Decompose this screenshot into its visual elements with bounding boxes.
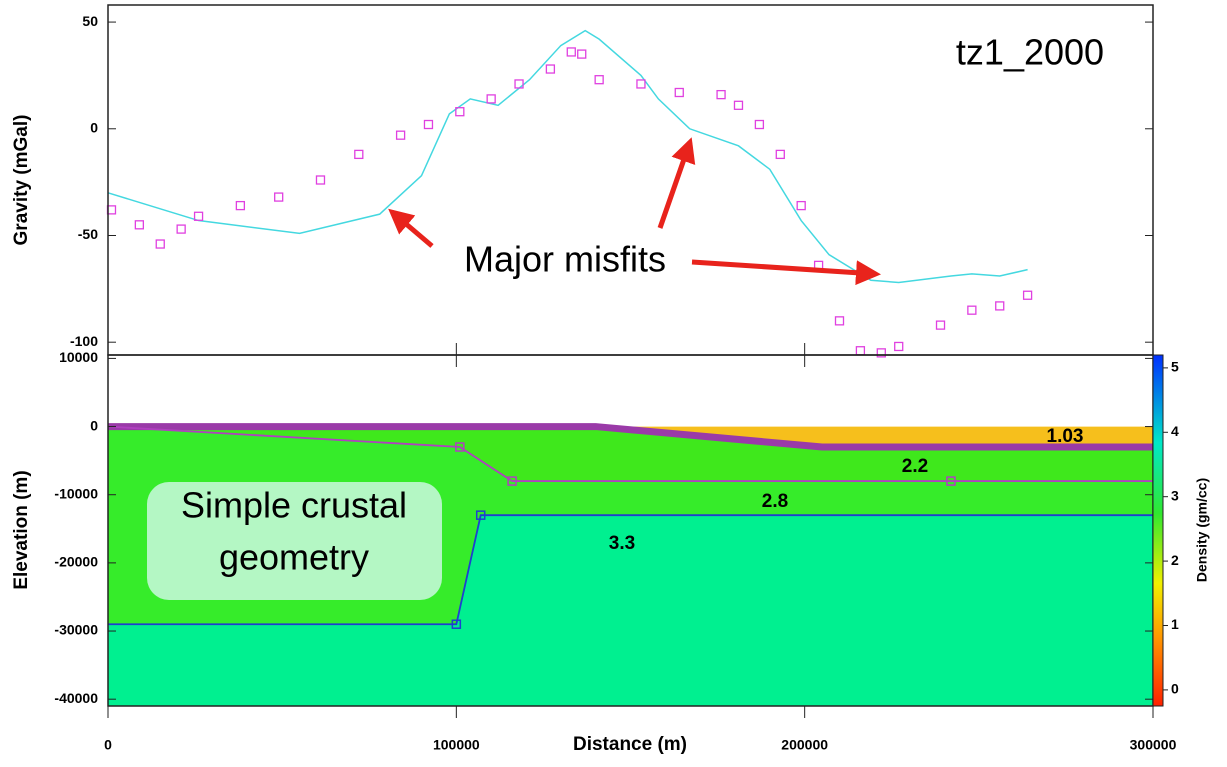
colorbar-tick-label: 4 bbox=[1171, 423, 1179, 439]
plots bbox=[106, 29, 1153, 706]
observation bbox=[594, 75, 604, 85]
y-tick-label: -40000 bbox=[54, 690, 98, 706]
chart-title: tz1_2000 bbox=[956, 32, 1104, 73]
colorbar-tick-label: 1 bbox=[1171, 616, 1179, 632]
observation bbox=[733, 100, 744, 110]
observation bbox=[176, 224, 186, 234]
vertex bbox=[475, 510, 486, 520]
observation bbox=[545, 64, 556, 74]
observation bbox=[796, 200, 806, 211]
x-axis-label: Distance (m) bbox=[573, 734, 687, 755]
layer-boundary bbox=[107, 425, 1153, 482]
observation bbox=[354, 149, 364, 160]
observation bbox=[134, 220, 145, 230]
observation bbox=[716, 89, 726, 100]
layer-boundary bbox=[108, 514, 1153, 626]
y-tick-label: -10000 bbox=[54, 485, 98, 501]
y-axis-label: Gravity (mGal) bbox=[11, 115, 32, 246]
density-label: 2.2 bbox=[902, 456, 928, 477]
observation bbox=[486, 94, 496, 104]
colorbar bbox=[1152, 354, 1164, 707]
observation bbox=[834, 316, 845, 326]
vertex bbox=[451, 619, 462, 629]
layer-boundary bbox=[108, 423, 1153, 451]
observation bbox=[455, 107, 465, 117]
y-tick-label: -100 bbox=[70, 333, 98, 349]
density-label: 1.03 bbox=[1047, 426, 1084, 447]
observation bbox=[274, 192, 284, 202]
annotation-box bbox=[147, 482, 442, 600]
x-tick-label: 300000 bbox=[1130, 737, 1177, 753]
observation bbox=[235, 200, 246, 211]
colorbar-tick-label: 0 bbox=[1171, 681, 1179, 697]
observation bbox=[935, 320, 946, 330]
density-label: 3.3 bbox=[609, 533, 635, 554]
observation bbox=[577, 49, 587, 59]
y-tick-label: -30000 bbox=[54, 622, 98, 638]
observation bbox=[193, 211, 204, 221]
y-tick-label: 10000 bbox=[59, 349, 98, 365]
layer bbox=[108, 515, 1153, 706]
observation bbox=[775, 149, 785, 160]
annotation: Simple crustal bbox=[181, 485, 407, 526]
observation bbox=[674, 87, 684, 98]
observation bbox=[894, 341, 904, 352]
observation bbox=[315, 175, 326, 185]
x-tick-label: 100000 bbox=[433, 737, 480, 753]
observation bbox=[155, 239, 165, 249]
observation bbox=[754, 119, 765, 130]
y-tick-label: -20000 bbox=[54, 554, 98, 570]
y-tick-label: 0 bbox=[90, 119, 98, 135]
observation bbox=[995, 301, 1005, 311]
colorbar-tick-label: 2 bbox=[1171, 552, 1179, 568]
arrow bbox=[657, 137, 696, 229]
observation bbox=[395, 130, 406, 140]
annotation: Major misfits bbox=[464, 239, 666, 280]
observation bbox=[855, 346, 866, 356]
y-axis-label: Elevation (m) bbox=[11, 470, 32, 589]
vertex bbox=[455, 442, 465, 452]
observation bbox=[514, 79, 524, 89]
y-tick-label: 0 bbox=[90, 417, 98, 433]
observation bbox=[423, 119, 434, 130]
y-tick-label: -50 bbox=[78, 226, 98, 242]
arrows bbox=[388, 137, 881, 286]
y-tick-label: 50 bbox=[82, 13, 98, 29]
x-tick-label: 200000 bbox=[781, 737, 828, 753]
arrow bbox=[691, 259, 881, 286]
colorbar-label: Density (gm/cc) bbox=[1194, 478, 1210, 582]
observation bbox=[566, 47, 576, 57]
annotation: geometry bbox=[219, 537, 369, 578]
observation bbox=[876, 348, 886, 358]
observation bbox=[1022, 290, 1033, 300]
arrow bbox=[388, 208, 434, 248]
gravity-line bbox=[107, 29, 1028, 284]
observation bbox=[636, 79, 646, 89]
observation bbox=[967, 305, 977, 315]
vertex bbox=[946, 476, 956, 486]
density-label: 2.8 bbox=[762, 491, 788, 512]
vertex bbox=[507, 476, 517, 486]
colorbar-tick-label: 5 bbox=[1171, 359, 1179, 375]
x-tick-label: 0 bbox=[104, 737, 112, 753]
colorbar-tick-label: 3 bbox=[1171, 487, 1179, 503]
